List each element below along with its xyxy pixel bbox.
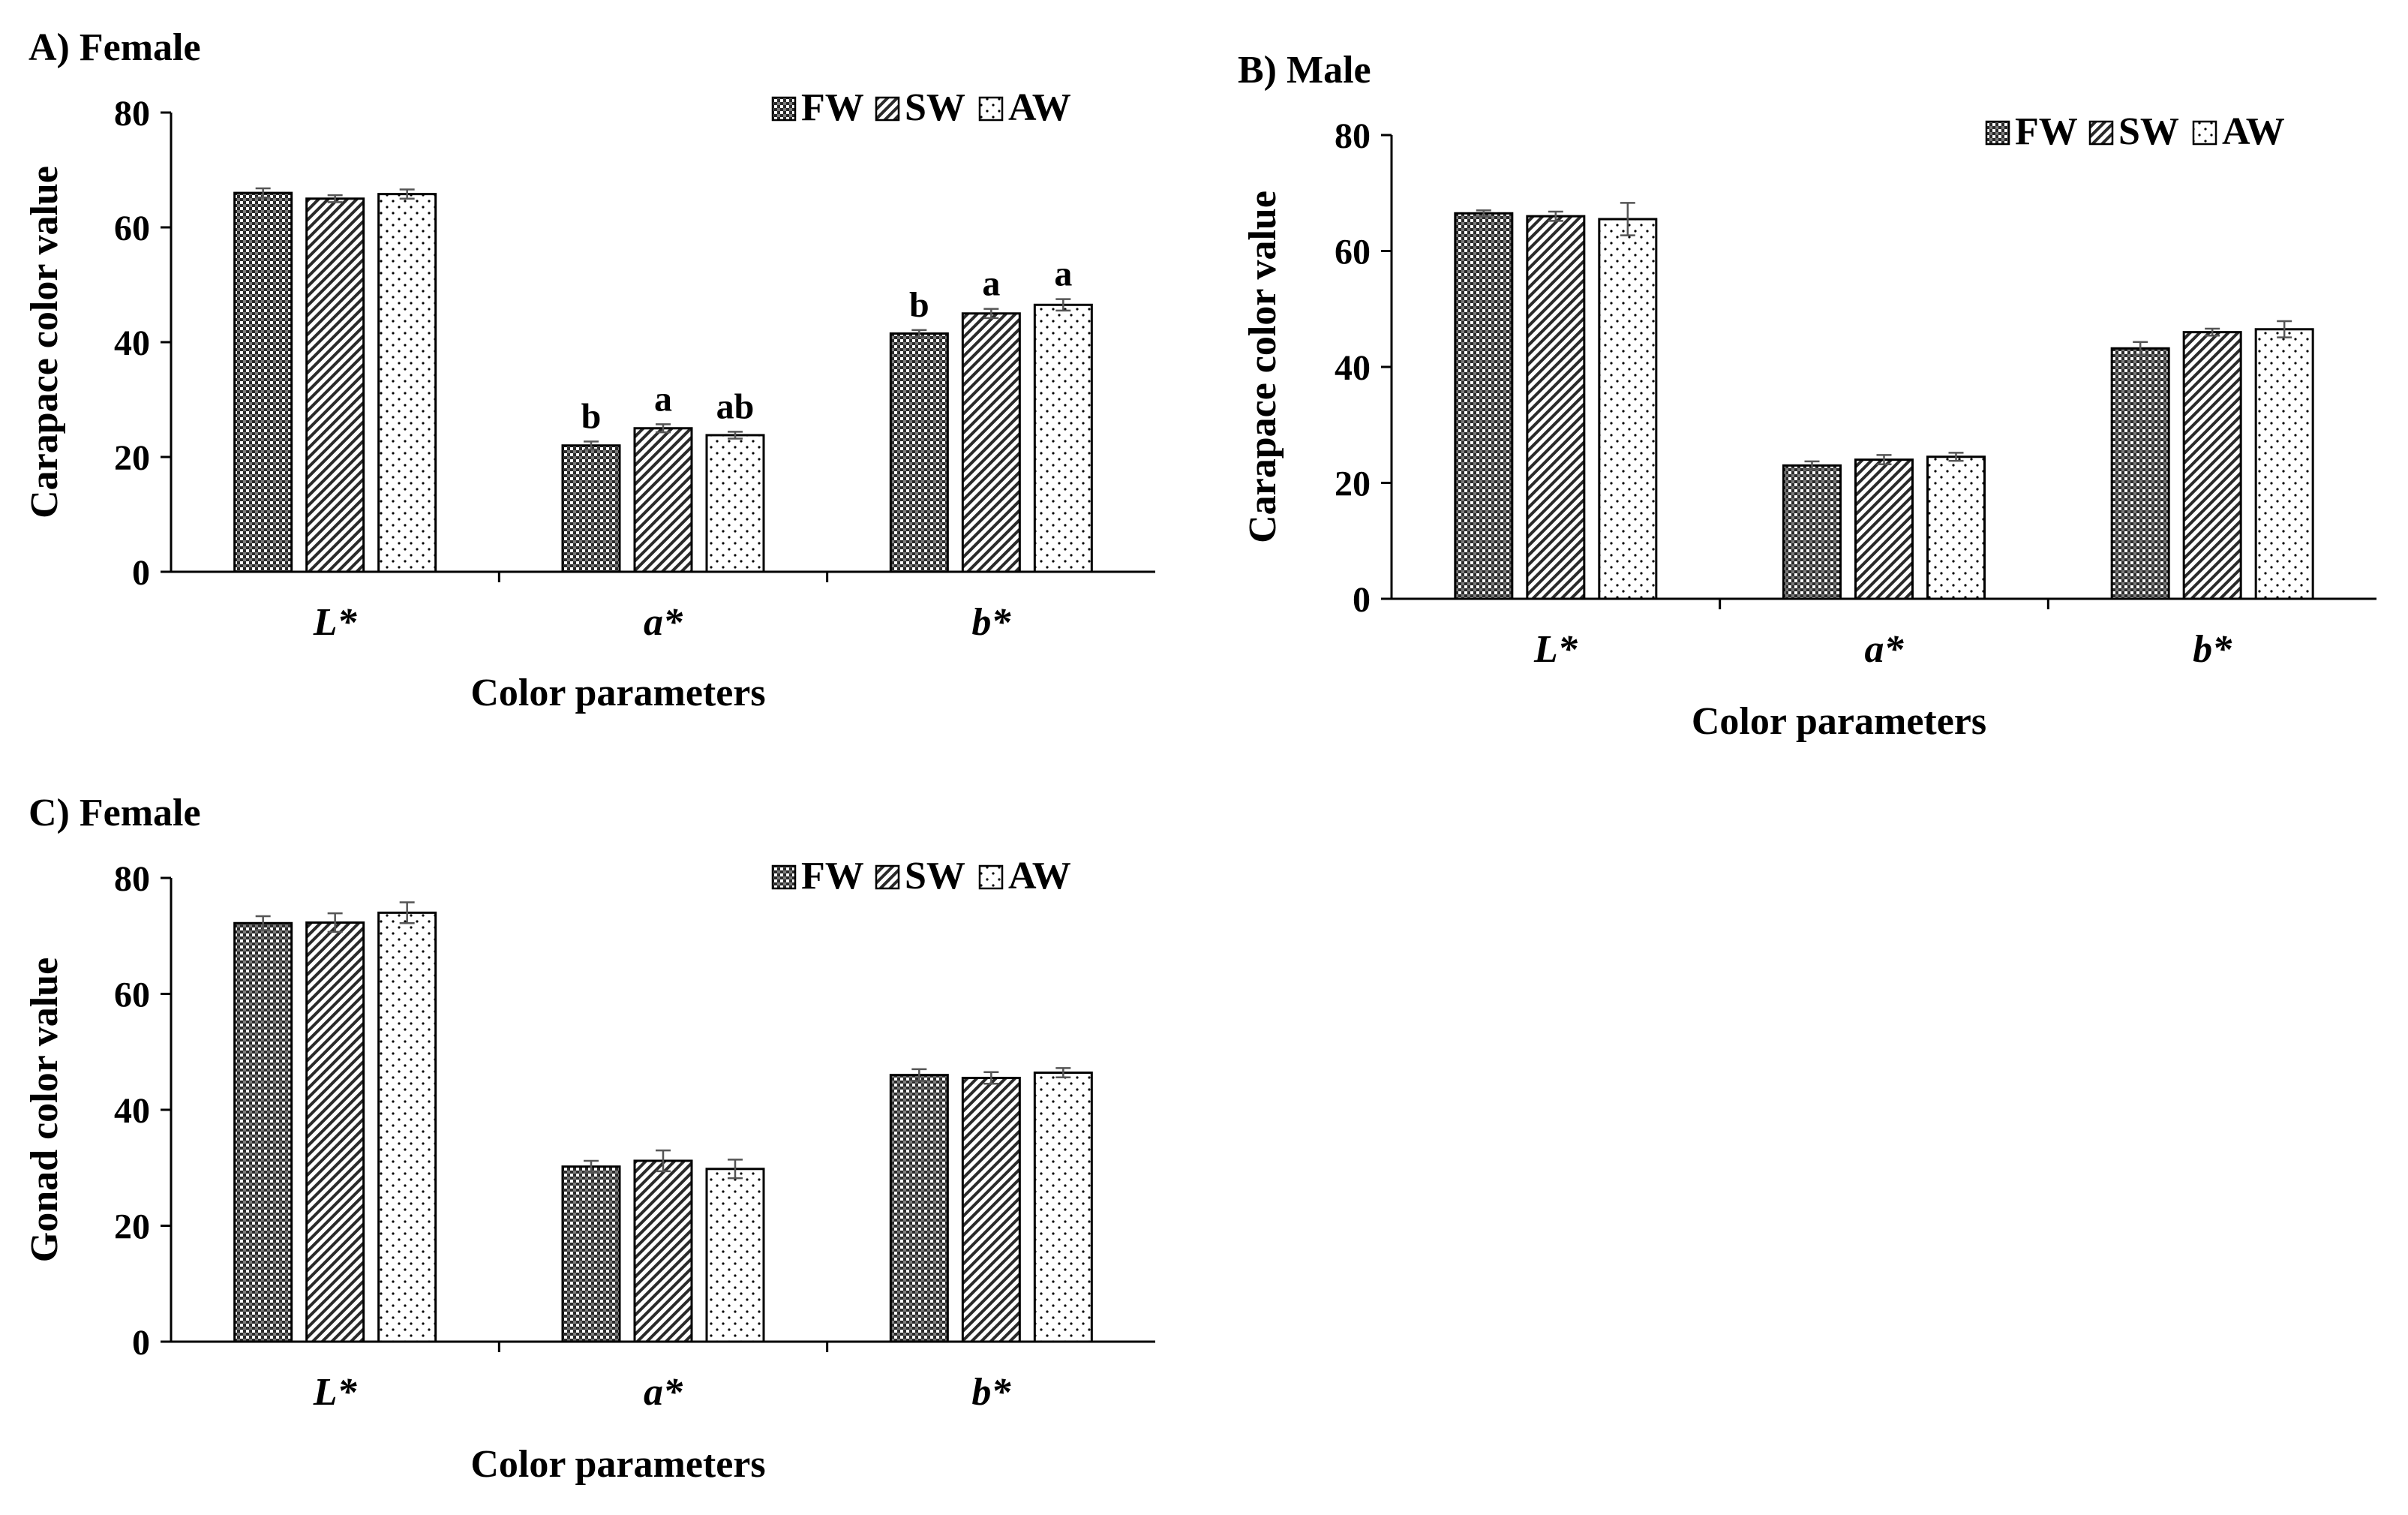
- bar-AW-1: [1926, 455, 1986, 600]
- y-tick-label: 40: [1335, 348, 1371, 388]
- bar-SW-1: [633, 427, 693, 573]
- bar-FW-1: [561, 444, 621, 573]
- bar-FW-2: [889, 1074, 949, 1343]
- legend-label-AW: AW: [2222, 110, 2285, 153]
- bar-SW-1: [1854, 458, 1914, 600]
- x-tick-label: a*: [644, 601, 683, 644]
- panel-title: B) Male: [1238, 49, 1371, 92]
- x-axis-title: Color parameters: [1692, 700, 1986, 743]
- y-tick-label: 40: [114, 323, 150, 363]
- bar-FW-0: [233, 191, 293, 573]
- y-tick-label: 60: [1335, 233, 1371, 272]
- significance-label: b: [581, 396, 602, 436]
- significance-label: a: [982, 264, 1000, 304]
- legend-swatch-FW: [771, 96, 797, 122]
- y-axis-title: Carapace color value: [1242, 191, 1284, 543]
- legend-label-SW: SW: [905, 86, 965, 129]
- significance-label: a: [654, 379, 672, 419]
- x-tick-label: L*: [313, 1371, 358, 1414]
- bar-FW-1: [561, 1165, 621, 1343]
- bar-AW-1: [705, 434, 765, 573]
- bar-FW-2: [889, 332, 949, 573]
- chart-panel-0: A) Female 0 20 40 60 80 L* a* b a ab b* b a a Color par…: [23, 26, 1155, 714]
- y-tick-label: 60: [114, 209, 150, 248]
- legend-label-SW: SW: [905, 855, 965, 897]
- x-axis-title: Color parameters: [470, 672, 765, 714]
- bar-FW-1: [1782, 464, 1842, 600]
- legend-label-AW: AW: [1008, 855, 1071, 897]
- bar-SW-2: [961, 1077, 1021, 1343]
- bar-SW-0: [305, 197, 365, 573]
- bar-SW-2: [961, 312, 1021, 573]
- x-axis-title: Color parameters: [470, 1443, 765, 1486]
- legend-label-SW: SW: [2118, 110, 2179, 153]
- bar-AW-0: [377, 911, 437, 1343]
- significance-label: a: [1054, 254, 1072, 294]
- y-tick-label: 20: [114, 438, 150, 478]
- bar-AW-2: [1033, 303, 1093, 573]
- legend-swatch-AW: [2192, 120, 2217, 146]
- legend-swatch-SW: [875, 864, 900, 890]
- y-axis-title: Gonad color value: [23, 957, 66, 1262]
- bar-FW-2: [2110, 347, 2170, 600]
- significance-label: ab: [716, 386, 755, 426]
- y-axis-title: Carapace color value: [23, 166, 66, 519]
- y-tick-label: 0: [132, 553, 150, 593]
- bar-SW-2: [2182, 331, 2242, 600]
- bar-SW-0: [1526, 215, 1586, 600]
- legend-swatch-FW: [1985, 120, 2010, 146]
- significance-label: b: [909, 285, 929, 325]
- bar-FW-0: [233, 921, 293, 1343]
- legend-label-FW: FW: [801, 86, 864, 129]
- y-tick-label: 60: [114, 975, 150, 1015]
- y-tick-label: 0: [132, 1323, 150, 1363]
- bar-FW-0: [1454, 212, 1514, 600]
- y-tick-label: 0: [1353, 580, 1371, 620]
- bar-AW-0: [1598, 218, 1658, 600]
- legend-swatch-SW: [2088, 120, 2114, 146]
- y-tick-label: 80: [114, 859, 150, 899]
- bar-AW-2: [1033, 1072, 1093, 1343]
- bar-AW-1: [705, 1168, 765, 1343]
- legend-swatch-FW: [771, 864, 797, 890]
- bar-SW-0: [305, 921, 365, 1343]
- legend-label-AW: AW: [1008, 86, 1071, 129]
- chart-panel-1: B) Male 0 20 40 60 80 L* a* b* Color parameters Ca…: [1238, 49, 2376, 743]
- x-tick-label: b*: [971, 601, 1011, 644]
- legend-label-FW: FW: [2015, 110, 2078, 153]
- x-tick-label: a*: [644, 1371, 683, 1414]
- y-tick-label: 40: [114, 1091, 150, 1131]
- bar-SW-1: [633, 1159, 693, 1343]
- x-tick-label: L*: [313, 601, 358, 644]
- legend-label-FW: FW: [801, 855, 864, 897]
- bar-AW-2: [2254, 328, 2314, 600]
- y-tick-label: 20: [1335, 464, 1371, 504]
- legend-swatch-SW: [875, 96, 900, 122]
- x-tick-label: L*: [1533, 628, 1578, 671]
- bar-AW-0: [377, 193, 437, 573]
- panel-title: A) Female: [29, 26, 201, 69]
- panel-title: C) Female: [29, 792, 201, 834]
- legend-swatch-AW: [978, 864, 1004, 890]
- y-tick-label: 80: [114, 94, 150, 134]
- legend-swatch-AW: [978, 96, 1004, 122]
- x-tick-label: b*: [2193, 628, 2232, 671]
- x-tick-label: a*: [1865, 628, 1905, 671]
- y-tick-label: 20: [114, 1207, 150, 1247]
- y-tick-label: 80: [1335, 116, 1371, 156]
- x-tick-label: b*: [971, 1371, 1011, 1414]
- chart-panel-2: C) Female 0 20 40 60 80 L* a* b* Color parameters…: [23, 792, 1155, 1486]
